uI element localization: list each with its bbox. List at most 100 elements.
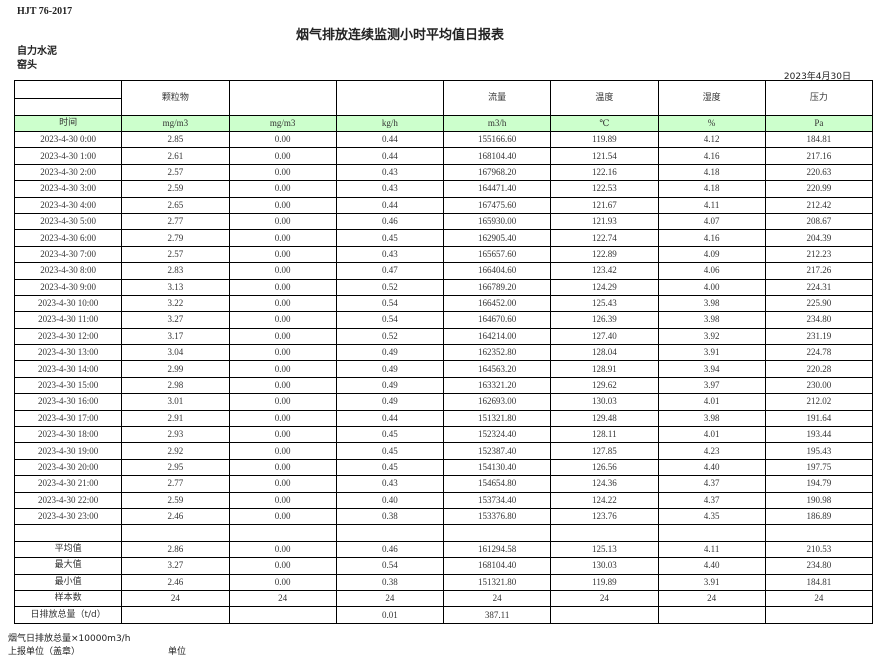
table-cell: 153734.40 — [442, 491, 552, 509]
table-cell: 0.54 — [335, 557, 445, 575]
standard-code: HJT 76-2017 — [17, 6, 73, 17]
footer-note: 烟气日排放总量×10000m3/h — [8, 634, 131, 644]
table-cell: 0.52 — [335, 327, 445, 346]
table-cell: 161294.58 — [442, 540, 552, 559]
table-cell: 0.00 — [228, 573, 337, 591]
table-cell: 0.00 — [228, 491, 337, 509]
summary-row: 日排放总量（t/d） 0.01 387.11 — [13, 606, 874, 624]
blank-row — [13, 524, 874, 542]
table-cell: 184.81 — [764, 573, 874, 591]
table-cell: 122.89 — [550, 245, 659, 264]
table-cell: 164214.00 — [442, 327, 552, 346]
table-cell: 0.49 — [335, 360, 445, 378]
table-row: 2023-4-30 23:00 2.46 0.00 0.38 153376.80 123.… — [13, 507, 874, 526]
table-cell: 130.03 — [550, 393, 659, 411]
table-cell — [13, 524, 123, 542]
table-cell: 212.42 — [764, 196, 874, 214]
table-cell: 123.42 — [550, 262, 659, 280]
table-cell: 0.38 — [335, 573, 445, 591]
table-cell: 4.37 — [657, 491, 766, 509]
table-cell: 164471.40 — [442, 180, 552, 198]
column-header — [228, 80, 337, 116]
table-row: 2023-4-30 7:00 2.57 0.00 0.43 165657.60 122.8… — [13, 245, 874, 264]
table-cell: 220.63 — [764, 163, 874, 182]
table-cell: 193.44 — [764, 426, 874, 444]
table-cell: 0.00 — [228, 442, 337, 460]
table-cell: 2.46 — [121, 507, 230, 526]
table-cell: 2023-4-30 3:00 — [13, 180, 123, 198]
table-cell: 0.00 — [228, 458, 337, 477]
table-cell — [550, 606, 659, 624]
table-cell: 0.45 — [335, 442, 445, 460]
table-cell: 4.11 — [657, 540, 766, 559]
table-cell: 4.16 — [657, 229, 766, 247]
report-date: 2023年4月30日 — [783, 72, 851, 82]
table-cell: 0.00 — [228, 196, 337, 214]
table-cell: 2.95 — [121, 458, 230, 477]
table-cell: 0.00 — [228, 426, 337, 444]
column-header: 压力 — [764, 80, 874, 116]
table-cell: 387.11 — [442, 606, 552, 624]
table-cell: 2023-4-30 7:00 — [13, 245, 123, 264]
table-cell: 155166.60 — [442, 130, 552, 149]
column-header: 温度 — [550, 80, 659, 116]
table-row: 2023-4-30 1:00 2.61 0.00 0.44 168104.40 121.5… — [13, 147, 874, 165]
table-cell — [550, 524, 659, 542]
table-cell: 4.40 — [657, 458, 766, 477]
table-cell: 2023-4-30 19:00 — [13, 442, 123, 460]
table-row: 2023-4-30 19:00 2.92 0.00 0.45 152387.40 127.… — [13, 442, 874, 460]
company-name: 自力水泥 — [17, 46, 57, 57]
table-cell: 3.13 — [121, 278, 230, 296]
table-cell: 225.90 — [764, 294, 874, 313]
table-cell: 0.00 — [228, 507, 337, 526]
table-cell: 4.40 — [657, 557, 766, 575]
header-blank-bottom — [13, 97, 123, 116]
table-row: 2023-4-30 4:00 2.65 0.00 0.44 167475.60 121.6… — [13, 196, 874, 214]
table-cell: 163321.20 — [442, 376, 552, 395]
table-cell: 234.80 — [764, 311, 874, 329]
table-cell: 0.00 — [228, 360, 337, 378]
table-cell: 2.77 — [121, 475, 230, 493]
table-cell: 0.00 — [228, 229, 337, 247]
table-cell: 0.46 — [335, 540, 445, 559]
table-cell: 234.80 — [764, 557, 874, 575]
table-cell: 4.06 — [657, 262, 766, 280]
table-cell: 2023-4-30 21:00 — [13, 475, 123, 493]
table-cell: 2023-4-30 23:00 — [13, 507, 123, 526]
column-header: 流量 — [442, 80, 552, 116]
table-cell — [228, 524, 337, 542]
table-cell: 3.17 — [121, 327, 230, 346]
table-cell: 0.00 — [228, 344, 337, 362]
table-cell: 0.52 — [335, 278, 445, 296]
table-cell: 2023-4-30 13:00 — [13, 344, 123, 362]
table-cell: 154130.40 — [442, 458, 552, 477]
table-cell: 0.44 — [335, 130, 445, 149]
table-cell: 2023-4-30 1:00 — [13, 147, 123, 165]
table-row: 2023-4-30 5:00 2.77 0.00 0.46 165930.00 121.9… — [13, 212, 874, 231]
table-cell: 4.18 — [657, 163, 766, 182]
table-cell: 0.00 — [228, 409, 337, 428]
table-cell: 0.00 — [228, 212, 337, 231]
table-cell: 127.40 — [550, 327, 659, 346]
table-cell: 4.01 — [657, 426, 766, 444]
table-cell: 0.43 — [335, 245, 445, 264]
table-cell: 162905.40 — [442, 229, 552, 247]
table-row: 2023-4-30 8:00 2.83 0.00 0.47 166404.60 123.4… — [13, 262, 874, 280]
table-cell: 224.78 — [764, 344, 874, 362]
table-row: 2023-4-30 9:00 3.13 0.00 0.52 166789.20 124.2… — [13, 278, 874, 296]
column-header — [335, 80, 445, 116]
table-cell: 197.75 — [764, 458, 874, 477]
table-cell: 2.98 — [121, 376, 230, 395]
reporter-label: 上报单位（盖章） — [8, 647, 81, 657]
table-cell: 3.98 — [657, 294, 766, 313]
table-cell: 190.98 — [764, 491, 874, 509]
summary-row: 最大值 3.27 0.00 0.54 168104.40 130.03 4.40 234.80 — [13, 557, 874, 575]
table-cell: 0.00 — [228, 557, 337, 575]
table-cell: 3.97 — [657, 376, 766, 395]
table-cell: 151321.80 — [442, 409, 552, 428]
table-cell: 3.98 — [657, 409, 766, 428]
table-cell: 125.13 — [550, 540, 659, 559]
table-cell: 2.91 — [121, 409, 230, 428]
table-cell: 4.12 — [657, 130, 766, 149]
column-header: 颗粒物 — [121, 80, 230, 116]
